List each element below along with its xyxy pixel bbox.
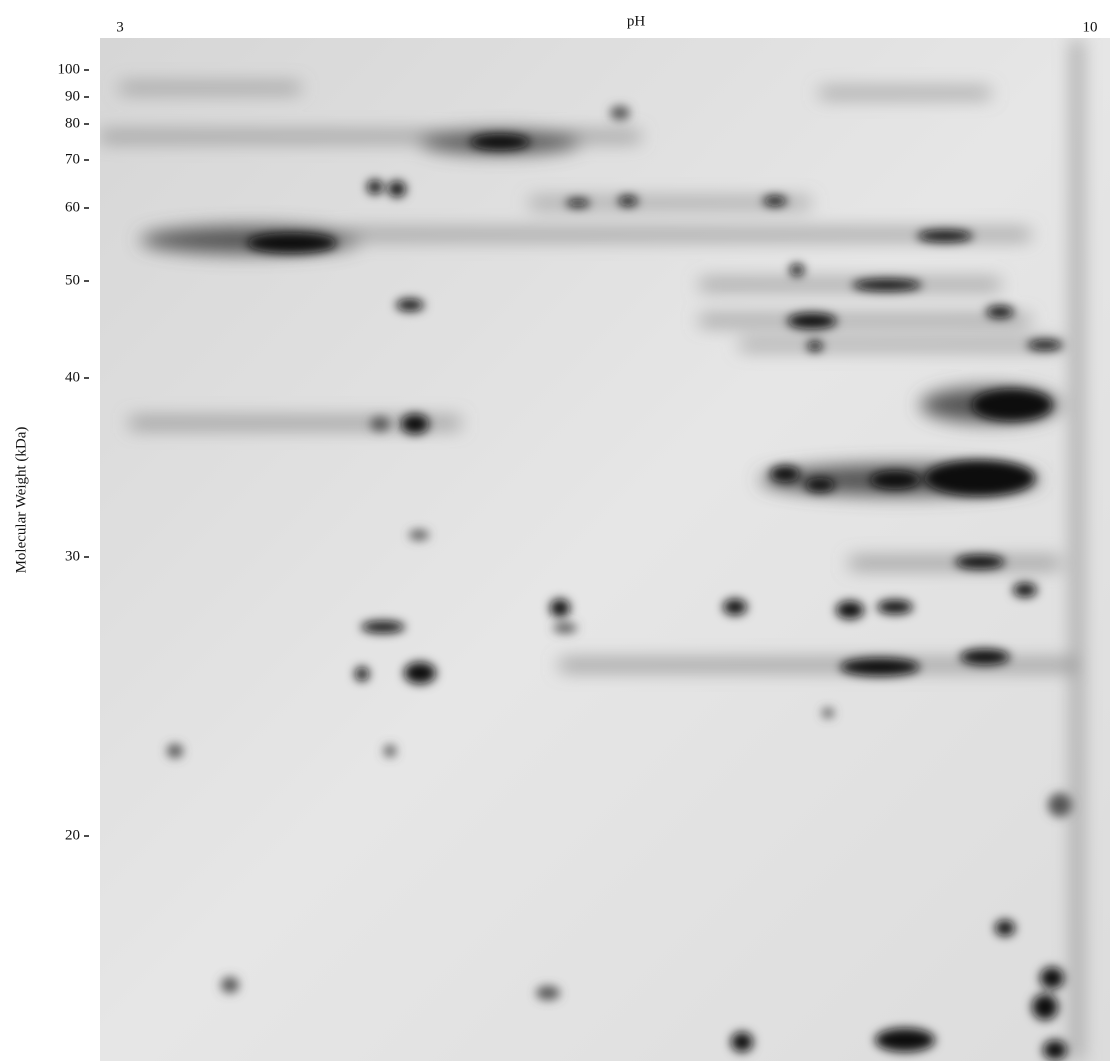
y-ticks: 100 90 80 70 60 50 40 30 20 xyxy=(58,61,89,843)
band xyxy=(850,558,1060,568)
spot xyxy=(370,417,390,431)
spot xyxy=(723,599,747,615)
band xyxy=(120,84,300,92)
band xyxy=(560,660,1080,670)
spot xyxy=(404,662,436,684)
spot xyxy=(167,744,183,758)
spot xyxy=(875,1028,935,1052)
y-tick-label: 50 xyxy=(65,272,80,288)
y-tick-label: 90 xyxy=(65,88,80,104)
spot xyxy=(566,199,590,207)
y-axis-label: Molecular Weight (kDa) xyxy=(13,427,29,574)
y-tick-label: 30 xyxy=(65,548,80,564)
spot xyxy=(731,1032,753,1052)
spot xyxy=(361,621,405,633)
y-tick-label: 80 xyxy=(65,115,80,131)
spot xyxy=(836,601,864,619)
spot xyxy=(1013,583,1037,597)
spot xyxy=(550,599,570,617)
spot xyxy=(840,658,920,676)
spot xyxy=(610,106,630,120)
spot xyxy=(536,986,560,1000)
spot xyxy=(409,530,429,540)
spot xyxy=(355,667,369,681)
spot xyxy=(618,196,638,206)
spot xyxy=(852,279,922,291)
spot xyxy=(917,230,973,242)
ph-start-label: 3 xyxy=(116,19,124,35)
spot xyxy=(401,414,429,434)
ph-axis-label: pH xyxy=(627,13,646,29)
spot xyxy=(870,471,920,489)
band xyxy=(740,341,1060,349)
spot xyxy=(1048,793,1072,817)
spot xyxy=(877,600,913,614)
spot xyxy=(787,313,837,329)
band xyxy=(130,418,460,428)
gel-spots xyxy=(167,106,1072,1060)
spot xyxy=(1027,340,1063,350)
band xyxy=(100,132,640,141)
spot xyxy=(470,134,530,150)
spot xyxy=(763,196,787,206)
y-tick-label: 70 xyxy=(65,151,80,167)
spot xyxy=(1032,994,1058,1020)
y-tick-label: 40 xyxy=(65,369,80,385)
spot xyxy=(221,977,239,993)
spot xyxy=(388,181,406,197)
spot xyxy=(986,306,1014,318)
spot xyxy=(805,478,835,492)
spot xyxy=(972,389,1052,421)
y-tick-label: 60 xyxy=(65,199,80,215)
band xyxy=(820,89,990,97)
spot xyxy=(955,555,1005,569)
spot xyxy=(1040,967,1064,989)
spot xyxy=(1043,1040,1067,1060)
spot xyxy=(822,708,834,718)
spot xyxy=(367,180,383,194)
spot xyxy=(960,649,1010,665)
spot xyxy=(925,460,1035,496)
band xyxy=(340,230,1030,239)
spot xyxy=(247,233,337,253)
gel-background xyxy=(100,38,1110,1061)
ph-end-label: 10 xyxy=(1083,19,1098,35)
gel-image xyxy=(100,38,1110,1061)
spot xyxy=(790,264,804,276)
y-tick-label: 100 xyxy=(58,61,81,77)
streak xyxy=(1073,40,1081,1060)
spot xyxy=(770,466,800,482)
spot xyxy=(995,920,1015,936)
band xyxy=(700,280,1000,289)
tick-marks xyxy=(84,69,89,837)
band xyxy=(530,199,810,207)
band xyxy=(700,316,1030,325)
y-tick-label: 20 xyxy=(65,827,80,843)
spot xyxy=(553,623,577,633)
spot xyxy=(396,299,424,311)
spot xyxy=(807,341,823,351)
spot xyxy=(384,745,396,757)
